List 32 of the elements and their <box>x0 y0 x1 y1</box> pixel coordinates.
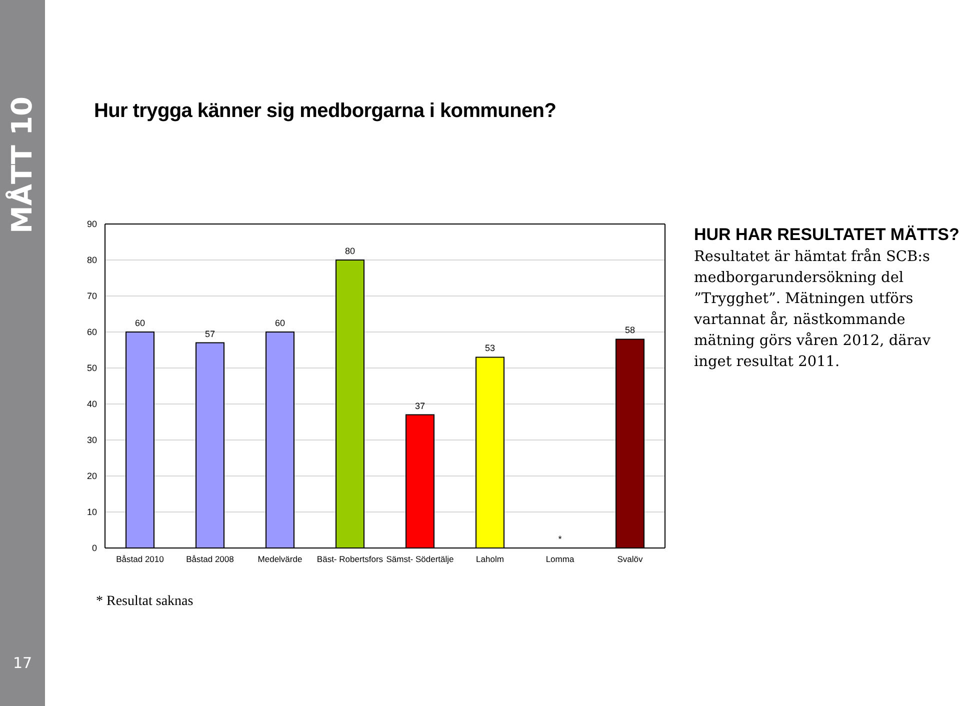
data-label: 37 <box>414 400 426 411</box>
x-tick-label: Laholm <box>476 554 504 564</box>
x-tick-label: Svalöv <box>617 554 644 564</box>
chart-title: Hur trygga känner sig medborgarna i kommunen? <box>94 100 556 123</box>
data-label: 53 <box>484 343 496 354</box>
x-tick-label: Lomma <box>546 554 574 564</box>
text: HUR HAR RESULTATET MÄTTS? <box>694 225 960 245</box>
y-tick-label: 30 <box>86 435 97 446</box>
y-tick-label: 0 <box>92 543 97 554</box>
y-tick-label: 20 <box>86 471 97 482</box>
text: * <box>558 534 562 544</box>
x-tick-label: Bäst- Robertsfors <box>316 554 384 564</box>
x-tick-label: Båstad 2008 <box>186 554 234 564</box>
text: MÅTT 10 <box>6 96 38 234</box>
x-tick-label: Medelvärde <box>258 554 302 564</box>
text: Resultatet är hämtat från SCB:s medborgarundersökning del ”Trygghet”. Mätningen utförs vartannat år, nästkommande mätning görs våren 2012, därav inget resultat 2011. <box>694 247 932 372</box>
data-label: 60 <box>274 318 286 328</box>
data-label: 80 <box>344 246 356 256</box>
data-label: 60 <box>134 318 146 328</box>
y-tick-label: 40 <box>86 399 97 410</box>
text: 17 <box>12 654 34 672</box>
x-tick-label: Sämst- Södertälje <box>386 554 454 564</box>
y-tick-label: 90 <box>86 219 97 230</box>
y-tick-label: 60 <box>86 327 97 338</box>
y-tick-label: 80 <box>86 255 97 266</box>
text: * Resultat saknas <box>96 594 194 610</box>
data-label: 57 <box>204 328 216 339</box>
y-tick-label: 70 <box>86 291 97 302</box>
y-tick-label: 50 <box>86 363 97 374</box>
x-tick-label: Båstad 2010 <box>116 554 164 564</box>
y-tick-label: 10 <box>86 507 97 518</box>
data-label: 58 <box>624 325 636 336</box>
